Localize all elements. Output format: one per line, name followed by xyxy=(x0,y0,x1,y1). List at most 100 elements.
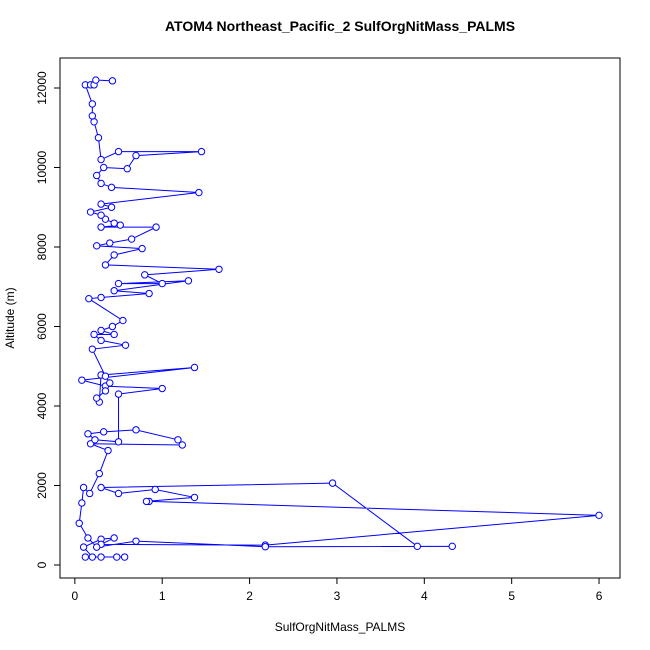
data-point xyxy=(132,426,140,434)
data-point xyxy=(110,287,118,295)
data-point xyxy=(94,133,103,142)
data-point xyxy=(91,436,99,444)
data-point xyxy=(145,289,153,298)
data-point xyxy=(97,483,105,492)
x-axis-label: SulfOrgNitMass_PALMS xyxy=(275,620,405,634)
x-tick-label: 6 xyxy=(596,589,603,603)
data-point xyxy=(97,336,105,345)
data-point xyxy=(97,211,105,219)
data-point xyxy=(97,179,105,188)
data-point xyxy=(178,441,187,449)
data-point xyxy=(97,293,105,302)
data-point xyxy=(127,235,136,243)
data-point xyxy=(106,379,114,387)
data-point xyxy=(97,200,105,208)
data-point xyxy=(114,390,123,398)
data-point xyxy=(110,251,118,259)
data-point xyxy=(85,294,93,303)
data-point xyxy=(595,511,603,520)
data-point xyxy=(120,553,129,561)
data-point xyxy=(86,208,95,216)
data-point xyxy=(152,223,160,231)
data-point xyxy=(101,261,110,269)
data-point xyxy=(88,553,97,561)
data-point xyxy=(97,223,105,231)
data-point xyxy=(108,322,117,331)
data-point xyxy=(92,394,101,402)
data-point xyxy=(190,493,199,502)
data-point xyxy=(95,469,104,478)
data-point xyxy=(114,438,123,446)
data-point xyxy=(195,188,203,197)
data-point xyxy=(92,76,100,84)
data-point xyxy=(151,485,159,494)
chart-title: ATOM4 Northeast_Pacific_2 SulfOrgNitMass… xyxy=(165,18,515,34)
y-tick-label: 8000 xyxy=(35,233,49,260)
x-tick-label: 1 xyxy=(159,589,166,603)
data-point xyxy=(99,428,108,436)
y-tick-label: 4000 xyxy=(35,392,49,419)
data-point xyxy=(84,430,92,438)
y-axis-label: Altitude (m) xyxy=(3,287,17,348)
data-point xyxy=(114,279,123,288)
data-point xyxy=(106,239,114,247)
data-point xyxy=(184,277,193,285)
data-point xyxy=(174,436,182,444)
data-point xyxy=(158,279,166,288)
data-point xyxy=(88,345,97,353)
data-point xyxy=(190,363,199,372)
data-point xyxy=(101,372,110,380)
series-line xyxy=(78,79,600,558)
data-point xyxy=(90,118,98,126)
data-point xyxy=(107,183,116,192)
data-point xyxy=(328,479,337,487)
data-point xyxy=(158,384,166,393)
data-point xyxy=(138,244,146,253)
data-point xyxy=(215,265,223,273)
y-tick-label: 12000 xyxy=(35,71,49,105)
data-point xyxy=(84,534,92,542)
data-point xyxy=(413,542,422,551)
x-tick-label: 2 xyxy=(246,589,253,603)
data-point xyxy=(79,543,88,551)
data-point xyxy=(119,316,127,325)
data-point xyxy=(78,376,86,384)
data-point xyxy=(197,147,206,156)
data-point xyxy=(104,446,112,455)
data-point xyxy=(132,151,140,160)
data-point xyxy=(123,165,131,173)
data-point xyxy=(110,534,118,542)
data-point xyxy=(132,537,140,545)
data-point xyxy=(81,553,90,561)
data-point xyxy=(107,203,116,211)
data-point xyxy=(110,219,118,227)
data-point xyxy=(97,553,105,561)
data-point xyxy=(448,542,456,551)
data-point xyxy=(261,543,270,551)
y-tick-label: 2000 xyxy=(35,472,49,499)
data-point xyxy=(114,147,123,156)
data-point xyxy=(142,497,151,506)
data-point xyxy=(101,387,110,395)
data-point xyxy=(97,326,105,335)
plot-frame xyxy=(59,57,621,579)
data-point xyxy=(97,155,105,164)
data-point xyxy=(86,489,94,498)
y-tick-label: 0 xyxy=(35,561,49,568)
data-point xyxy=(113,553,121,561)
y-tick-label: 10000 xyxy=(35,151,49,185)
data-point xyxy=(90,330,98,339)
data-point xyxy=(92,242,101,250)
x-tick-label: 3 xyxy=(334,589,341,603)
data-point xyxy=(110,330,118,339)
data-point xyxy=(88,112,97,120)
data-point xyxy=(99,163,108,172)
x-tick-label: 0 xyxy=(72,589,79,603)
data-point xyxy=(75,519,83,527)
data-point xyxy=(114,489,123,498)
x-tick-label: 5 xyxy=(508,589,515,603)
data-point xyxy=(92,171,101,180)
data-point xyxy=(108,77,117,85)
data-point xyxy=(79,483,88,492)
